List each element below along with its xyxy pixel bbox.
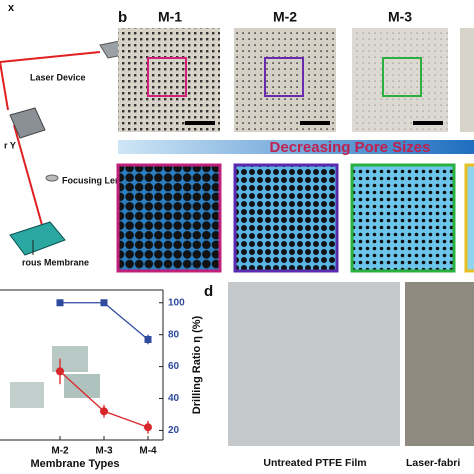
label: Focusing Lens bbox=[62, 175, 126, 185]
marker bbox=[100, 407, 108, 416]
x-axis-title: Membrane Types bbox=[30, 458, 119, 470]
y2-tick-label: 100 bbox=[168, 297, 185, 308]
sample-title: M-3 bbox=[388, 9, 412, 25]
sample-title: M-1 bbox=[158, 9, 182, 25]
y2-tick-label: 80 bbox=[168, 329, 180, 340]
x-tick-label: M-4 bbox=[139, 446, 157, 457]
caption: Laser-fabri bbox=[406, 457, 460, 469]
panel-label: b bbox=[118, 9, 127, 26]
banner: Decreasing Pore Sizes bbox=[270, 139, 431, 156]
series-line bbox=[60, 302, 149, 340]
marker bbox=[144, 423, 152, 432]
marker bbox=[56, 299, 64, 307]
y2-tick-label: 60 bbox=[168, 361, 180, 372]
marker bbox=[56, 367, 64, 376]
y2-tick-label: 20 bbox=[168, 425, 180, 436]
axis-letter: x bbox=[8, 2, 15, 14]
x-tick-label: M-3 bbox=[95, 446, 113, 457]
photo bbox=[228, 282, 400, 446]
photos bbox=[116, 28, 474, 273]
inset-image bbox=[52, 346, 88, 372]
marker bbox=[100, 299, 108, 307]
schematic bbox=[0, 34, 159, 256]
chart: 20 40 60 80 100 M-2 M-3 M-4 bbox=[0, 289, 185, 457]
inset-image bbox=[10, 382, 44, 408]
label: Laser Device bbox=[30, 72, 86, 82]
caption: Untreated PTFE Film bbox=[263, 457, 366, 469]
label: rous Membrane bbox=[22, 257, 89, 267]
photo bbox=[405, 282, 474, 446]
inset-image bbox=[64, 374, 100, 398]
x-tick-label: M-2 bbox=[51, 446, 69, 457]
label: r Y bbox=[4, 140, 16, 150]
y2-tick-label: 40 bbox=[168, 393, 180, 404]
marker bbox=[144, 335, 152, 343]
y2-axis-title: Drilling Ratio η (%) bbox=[191, 315, 203, 414]
panel-label: d bbox=[204, 283, 213, 300]
sample-title: M-2 bbox=[273, 9, 297, 25]
